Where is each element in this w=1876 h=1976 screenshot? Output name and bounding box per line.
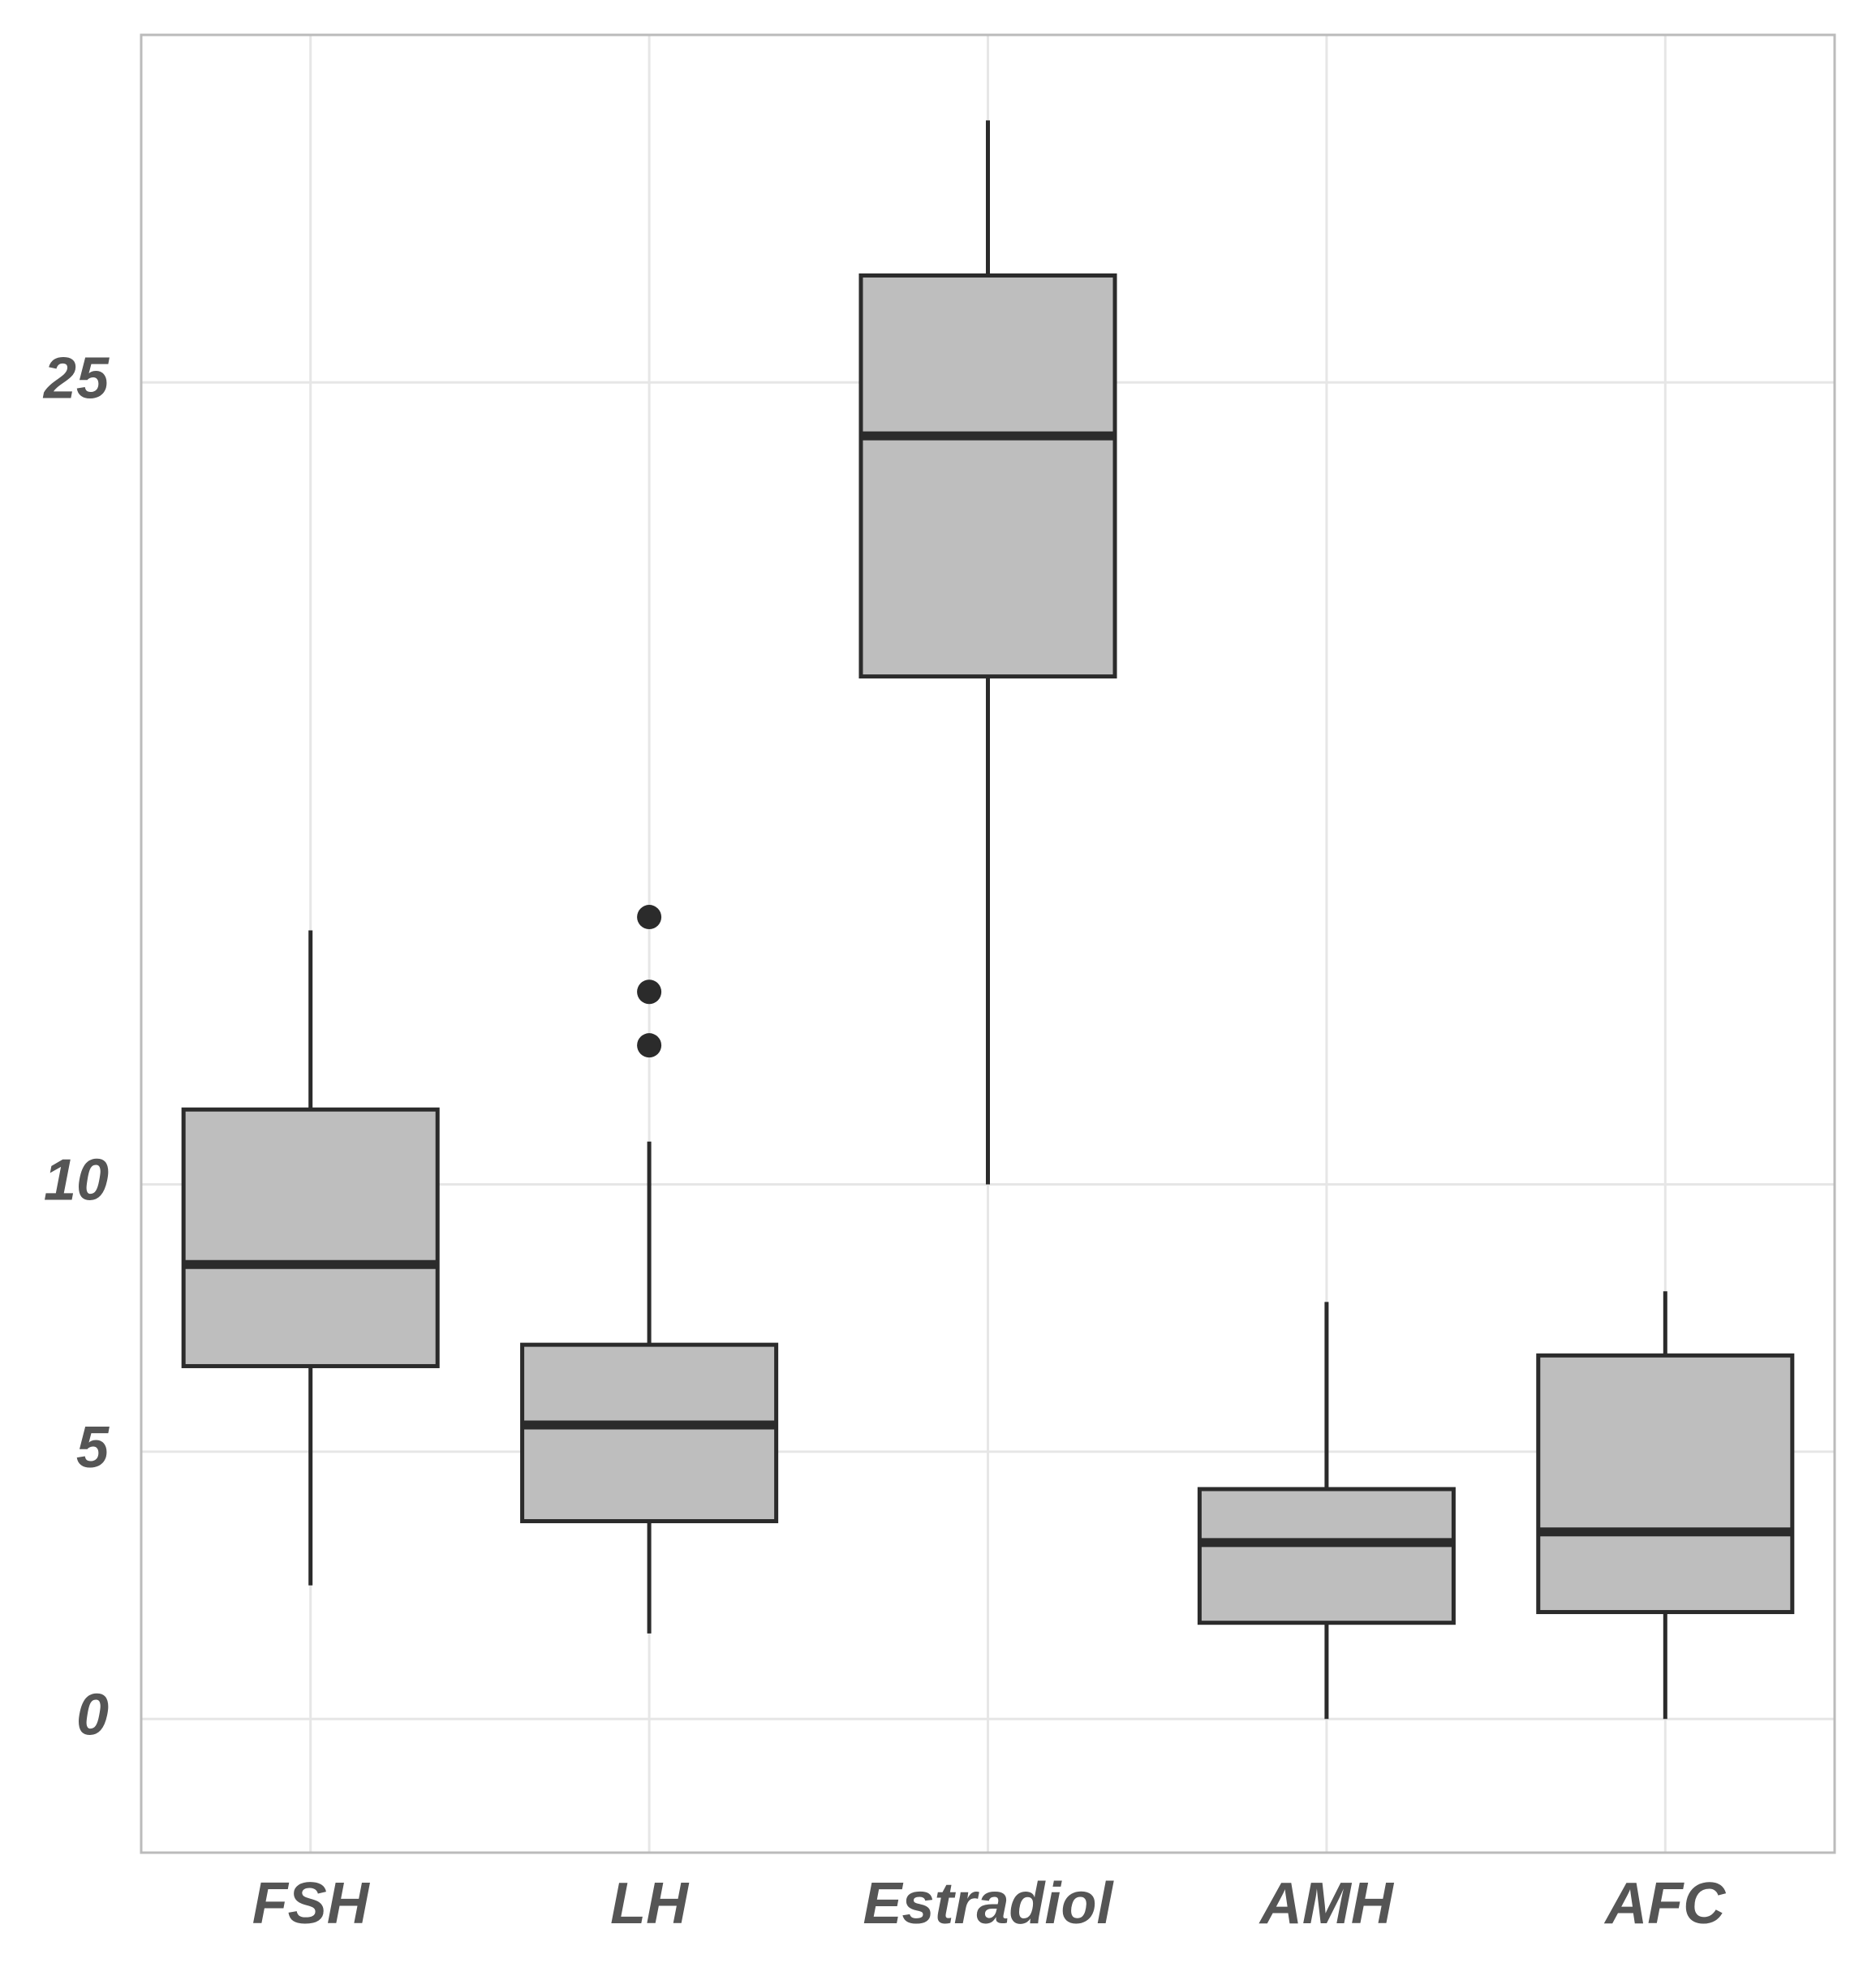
box	[181, 1107, 440, 1368]
y-tick-label: 10	[44, 1147, 109, 1212]
outlier	[637, 1033, 662, 1058]
y-tick-label: 25	[42, 346, 110, 411]
box	[858, 273, 1117, 679]
y-tick-label: 0	[76, 1682, 109, 1747]
x-tick-label: LH	[610, 1871, 690, 1936]
x-tick-label: Estradiol	[863, 1871, 1114, 1936]
box	[520, 1342, 779, 1524]
x-tick-label: AFC	[1603, 1871, 1726, 1936]
plot-border	[140, 33, 1836, 1854]
outlier	[637, 979, 662, 1005]
y-tick-label: 5	[76, 1415, 110, 1480]
box	[1197, 1487, 1456, 1625]
outlier	[637, 905, 662, 930]
x-tick-label: AMH	[1259, 1871, 1395, 1936]
box	[1536, 1353, 1795, 1615]
x-tick-label: FSH	[252, 1871, 371, 1936]
